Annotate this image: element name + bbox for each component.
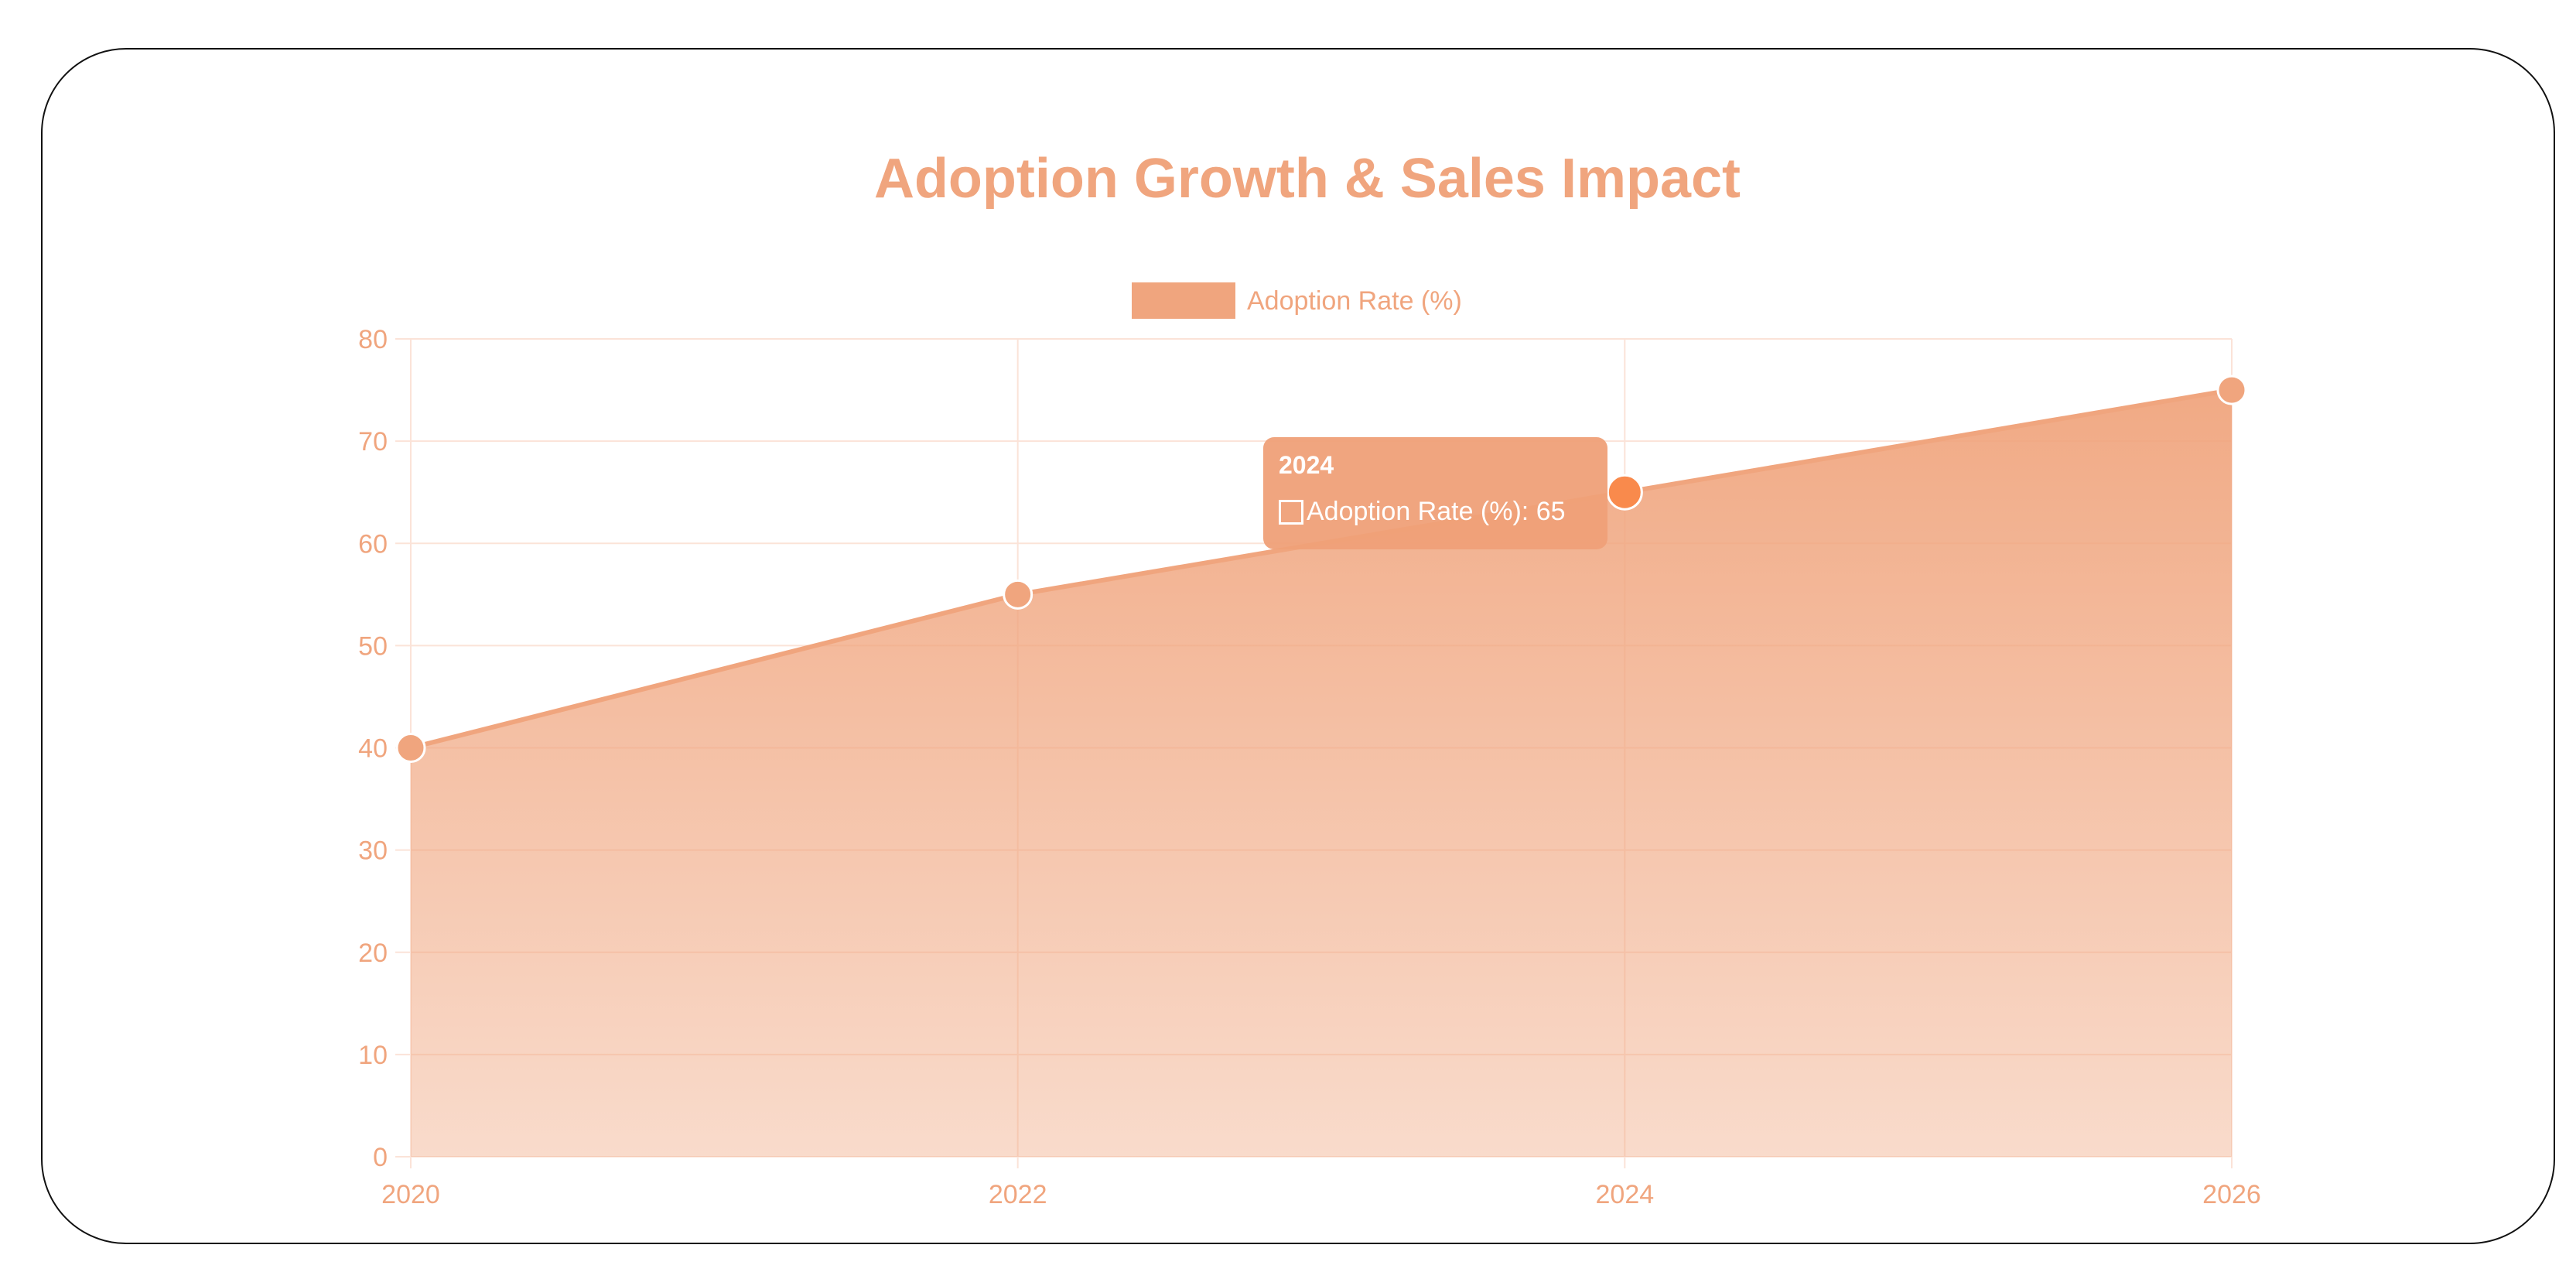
- y-tick-label: 80: [358, 325, 388, 354]
- tooltip: 2024 Adoption Rate (%): 65: [1263, 437, 1607, 549]
- data-point[interactable]: [1606, 474, 1643, 511]
- tooltip-swatch: [1279, 499, 1303, 525]
- data-point[interactable]: [1003, 579, 1033, 610]
- y-tick-label: 0: [373, 1143, 388, 1172]
- y-tick-label: 10: [358, 1041, 388, 1070]
- y-tick-label: 50: [358, 631, 388, 661]
- area-fill: [411, 390, 2232, 1157]
- chart-card: [41, 48, 2555, 1244]
- x-tick-label: 2020: [381, 1180, 440, 1209]
- tooltip-title: 2024: [1279, 451, 1334, 479]
- y-tick-label: 30: [358, 836, 388, 866]
- chart-title: Adoption Growth & Sales Impact: [874, 148, 1741, 210]
- y-tick-label: 20: [358, 939, 388, 968]
- tooltip-label: Adoption Rate (%): 65: [1307, 497, 1566, 526]
- y-tick-label: 60: [358, 529, 388, 559]
- x-tick-label: 2022: [989, 1180, 1047, 1209]
- data-point[interactable]: [395, 733, 426, 763]
- x-tick-label: 2026: [2202, 1180, 2261, 1209]
- legend-swatch[interactable]: [1132, 282, 1235, 319]
- y-tick-label: 40: [358, 734, 388, 764]
- legend-label[interactable]: Adoption Rate (%): [1247, 286, 1462, 316]
- y-tick-label: 70: [358, 427, 388, 457]
- x-tick-label: 2024: [1596, 1180, 1655, 1209]
- data-point[interactable]: [2216, 374, 2247, 405]
